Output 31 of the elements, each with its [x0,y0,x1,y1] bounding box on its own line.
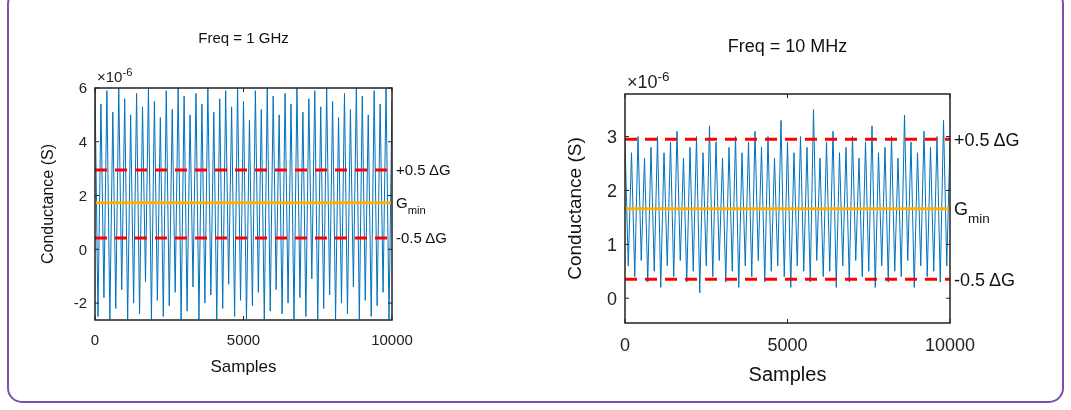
y-axis-title: Conductance (S) [39,143,56,265]
y-tick-label: 2 [78,186,87,204]
y-tick-label: -2 [73,294,87,312]
ref-line-label: +0.5 ΔG [396,161,451,179]
x-tick-label: 10000 [371,331,413,348]
text: ×10$^{-6}$ [627,68,670,92]
y-tick-label: 3 [606,126,617,147]
x-axis-title: Samples [210,357,277,376]
y-tick-label: 0 [606,288,617,309]
ref-line-label: G$_{min}$ [396,194,426,217]
x-tick-label: 5000 [226,331,261,348]
y-tick-label: 6 [78,79,87,97]
ref-line-label: -0.5 ΔG [954,269,1016,290]
x-tick-label: 0 [619,335,631,355]
x-tick-label: 5000 [767,335,808,355]
x-tick-label: 0 [90,331,100,348]
chart-title: Freq = 1 GHz [198,29,289,46]
y-tick-label: 1 [606,234,617,255]
ref-line-label: +0.5 ΔG [954,129,1020,150]
chart-title: Freq = 10 MHz [727,36,848,56]
y-tick-label: 0 [78,240,87,258]
y-tick-label: 4 [78,133,87,151]
x-axis-title: Samples [748,363,827,385]
text: ×10$^{-6}$ [97,66,133,85]
ref-line-label: -0.5 ΔG [396,229,447,247]
line-series [625,109,950,294]
ref-line-label: G$_{min}$ [954,199,990,226]
line-series [95,88,392,320]
x-tick-label: 10000 [924,335,976,355]
y-axis-title: Conductance (S) [564,137,585,280]
y-tick-label: 2 [606,180,617,201]
